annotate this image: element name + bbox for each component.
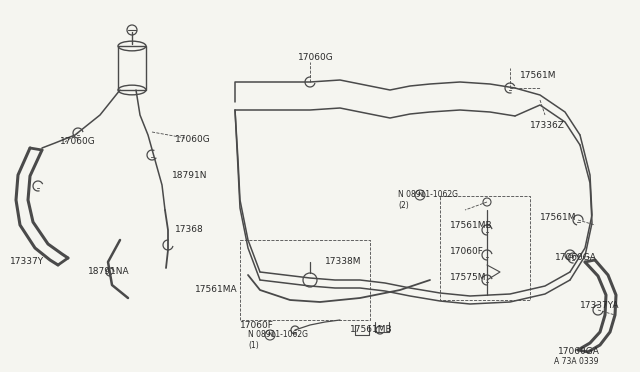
Text: 17561MB: 17561MB: [450, 221, 493, 230]
Text: 17337YA: 17337YA: [580, 301, 620, 310]
Text: 17337Y: 17337Y: [10, 257, 44, 266]
Text: N: N: [417, 192, 422, 198]
Text: 17060G: 17060G: [298, 54, 333, 62]
Text: N 08911-1062G
(2): N 08911-1062G (2): [398, 190, 458, 210]
Text: 17338M: 17338M: [325, 257, 362, 266]
Text: 17368: 17368: [175, 225, 204, 234]
Text: 17561MB: 17561MB: [350, 326, 392, 334]
Text: 17060F: 17060F: [450, 247, 484, 257]
Text: 17561M: 17561M: [520, 71, 557, 80]
Text: 17336Z: 17336Z: [530, 121, 565, 129]
Text: N: N: [268, 333, 273, 337]
Text: 17060F: 17060F: [240, 321, 274, 330]
Text: 17060GA: 17060GA: [555, 253, 597, 263]
Text: 17561M: 17561M: [540, 214, 577, 222]
Text: 17575M: 17575M: [450, 273, 486, 282]
Text: 17060GA: 17060GA: [558, 347, 600, 356]
Text: 18791NA: 18791NA: [88, 267, 130, 276]
Circle shape: [265, 330, 275, 340]
Text: 18791N: 18791N: [172, 170, 207, 180]
Bar: [118, 46, 146, 90]
Text: N 08911-1062G
(1): N 08911-1062G (1): [248, 330, 308, 350]
Circle shape: [415, 190, 425, 200]
Text: 17060G: 17060G: [60, 138, 96, 147]
Text: A 73A 0339: A 73A 0339: [554, 357, 598, 366]
Text: 17561MA: 17561MA: [195, 285, 237, 295]
Text: 17060G: 17060G: [175, 135, 211, 144]
